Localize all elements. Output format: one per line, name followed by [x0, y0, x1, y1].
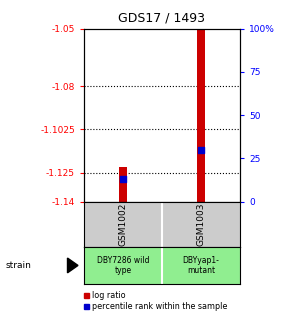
Text: GDS17 / 1493: GDS17 / 1493: [118, 12, 206, 25]
Text: strain: strain: [6, 261, 32, 270]
Legend: log ratio, percentile rank within the sample: log ratio, percentile rank within the sa…: [82, 290, 230, 313]
Bar: [197, 29, 205, 202]
Point: [121, 176, 125, 181]
Text: DBYyap1-
mutant: DBYyap1- mutant: [183, 256, 219, 275]
Text: DBY7286 wild
type: DBY7286 wild type: [97, 256, 149, 275]
Polygon shape: [68, 258, 78, 273]
Text: GSM1003: GSM1003: [196, 203, 206, 246]
Bar: [119, 167, 127, 202]
Text: GSM1002: GSM1002: [118, 203, 127, 246]
Point: [199, 147, 203, 152]
